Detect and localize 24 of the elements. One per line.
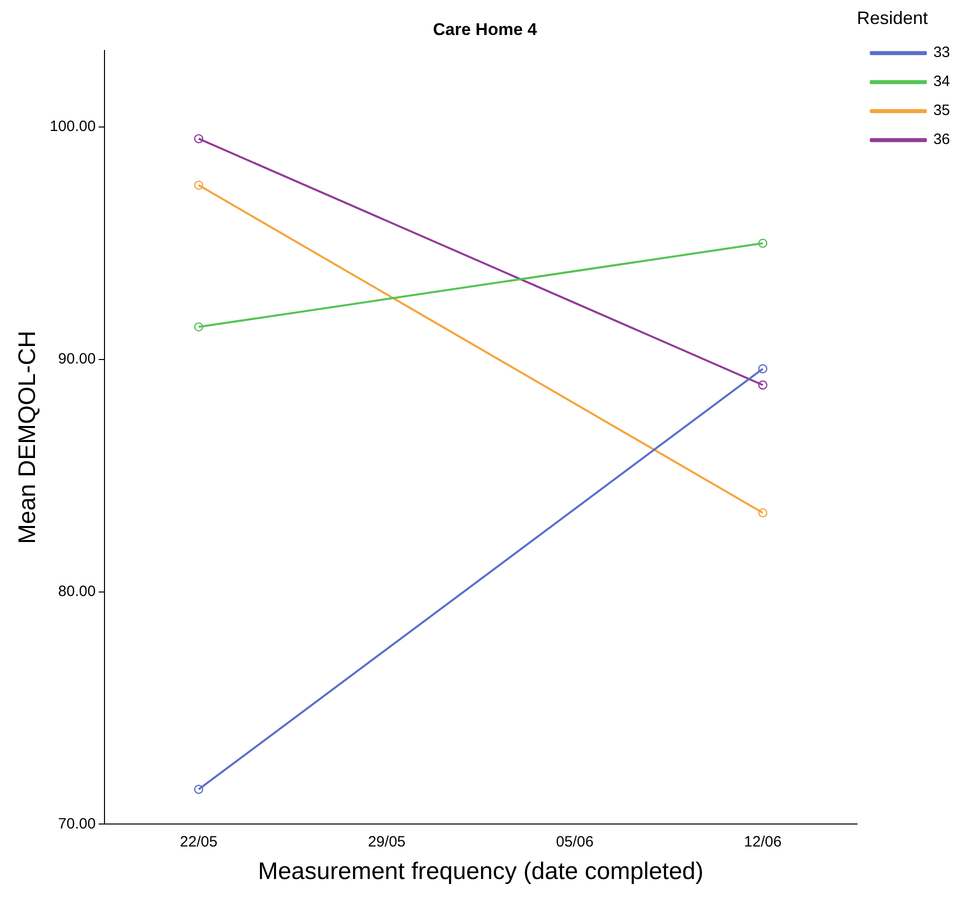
y-tick-label: 100.00 xyxy=(50,118,96,136)
y-tick-label: 80.00 xyxy=(58,582,96,600)
y-tick-label: 90.00 xyxy=(58,350,96,368)
x-tick-label: 12/06 xyxy=(744,833,782,850)
point xyxy=(194,180,204,190)
y-tick-label: 70.00 xyxy=(58,815,96,832)
point xyxy=(758,508,768,518)
x-tick-label: 05/06 xyxy=(556,833,594,850)
point xyxy=(194,784,204,794)
legend-label: 35 xyxy=(933,102,950,120)
point xyxy=(758,238,768,248)
legend-label: 36 xyxy=(933,131,950,148)
legend-label: 33 xyxy=(933,44,950,62)
legend-title: Resident xyxy=(856,8,928,28)
point xyxy=(194,322,204,332)
legend-label: 34 xyxy=(933,73,950,90)
point xyxy=(758,380,768,390)
x-tick-label: 29/05 xyxy=(368,833,406,850)
point xyxy=(194,134,204,144)
x-tick-label: 22/05 xyxy=(180,833,218,850)
point xyxy=(758,364,768,374)
x-axis-title: Measurement frequency (date completed) xyxy=(258,858,704,886)
chart-title: Care Home 4 xyxy=(433,20,538,39)
y-axis-title: Mean DEMQOL-CH xyxy=(14,330,42,544)
